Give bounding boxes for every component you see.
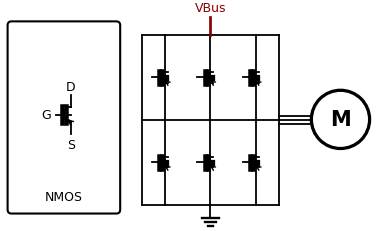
Text: VBus: VBus — [195, 2, 226, 15]
Text: M: M — [330, 110, 351, 130]
Text: G: G — [41, 109, 51, 122]
Text: D: D — [66, 81, 76, 94]
Text: NMOS: NMOS — [45, 190, 83, 203]
FancyBboxPatch shape — [8, 22, 120, 214]
Text: S: S — [67, 138, 74, 151]
